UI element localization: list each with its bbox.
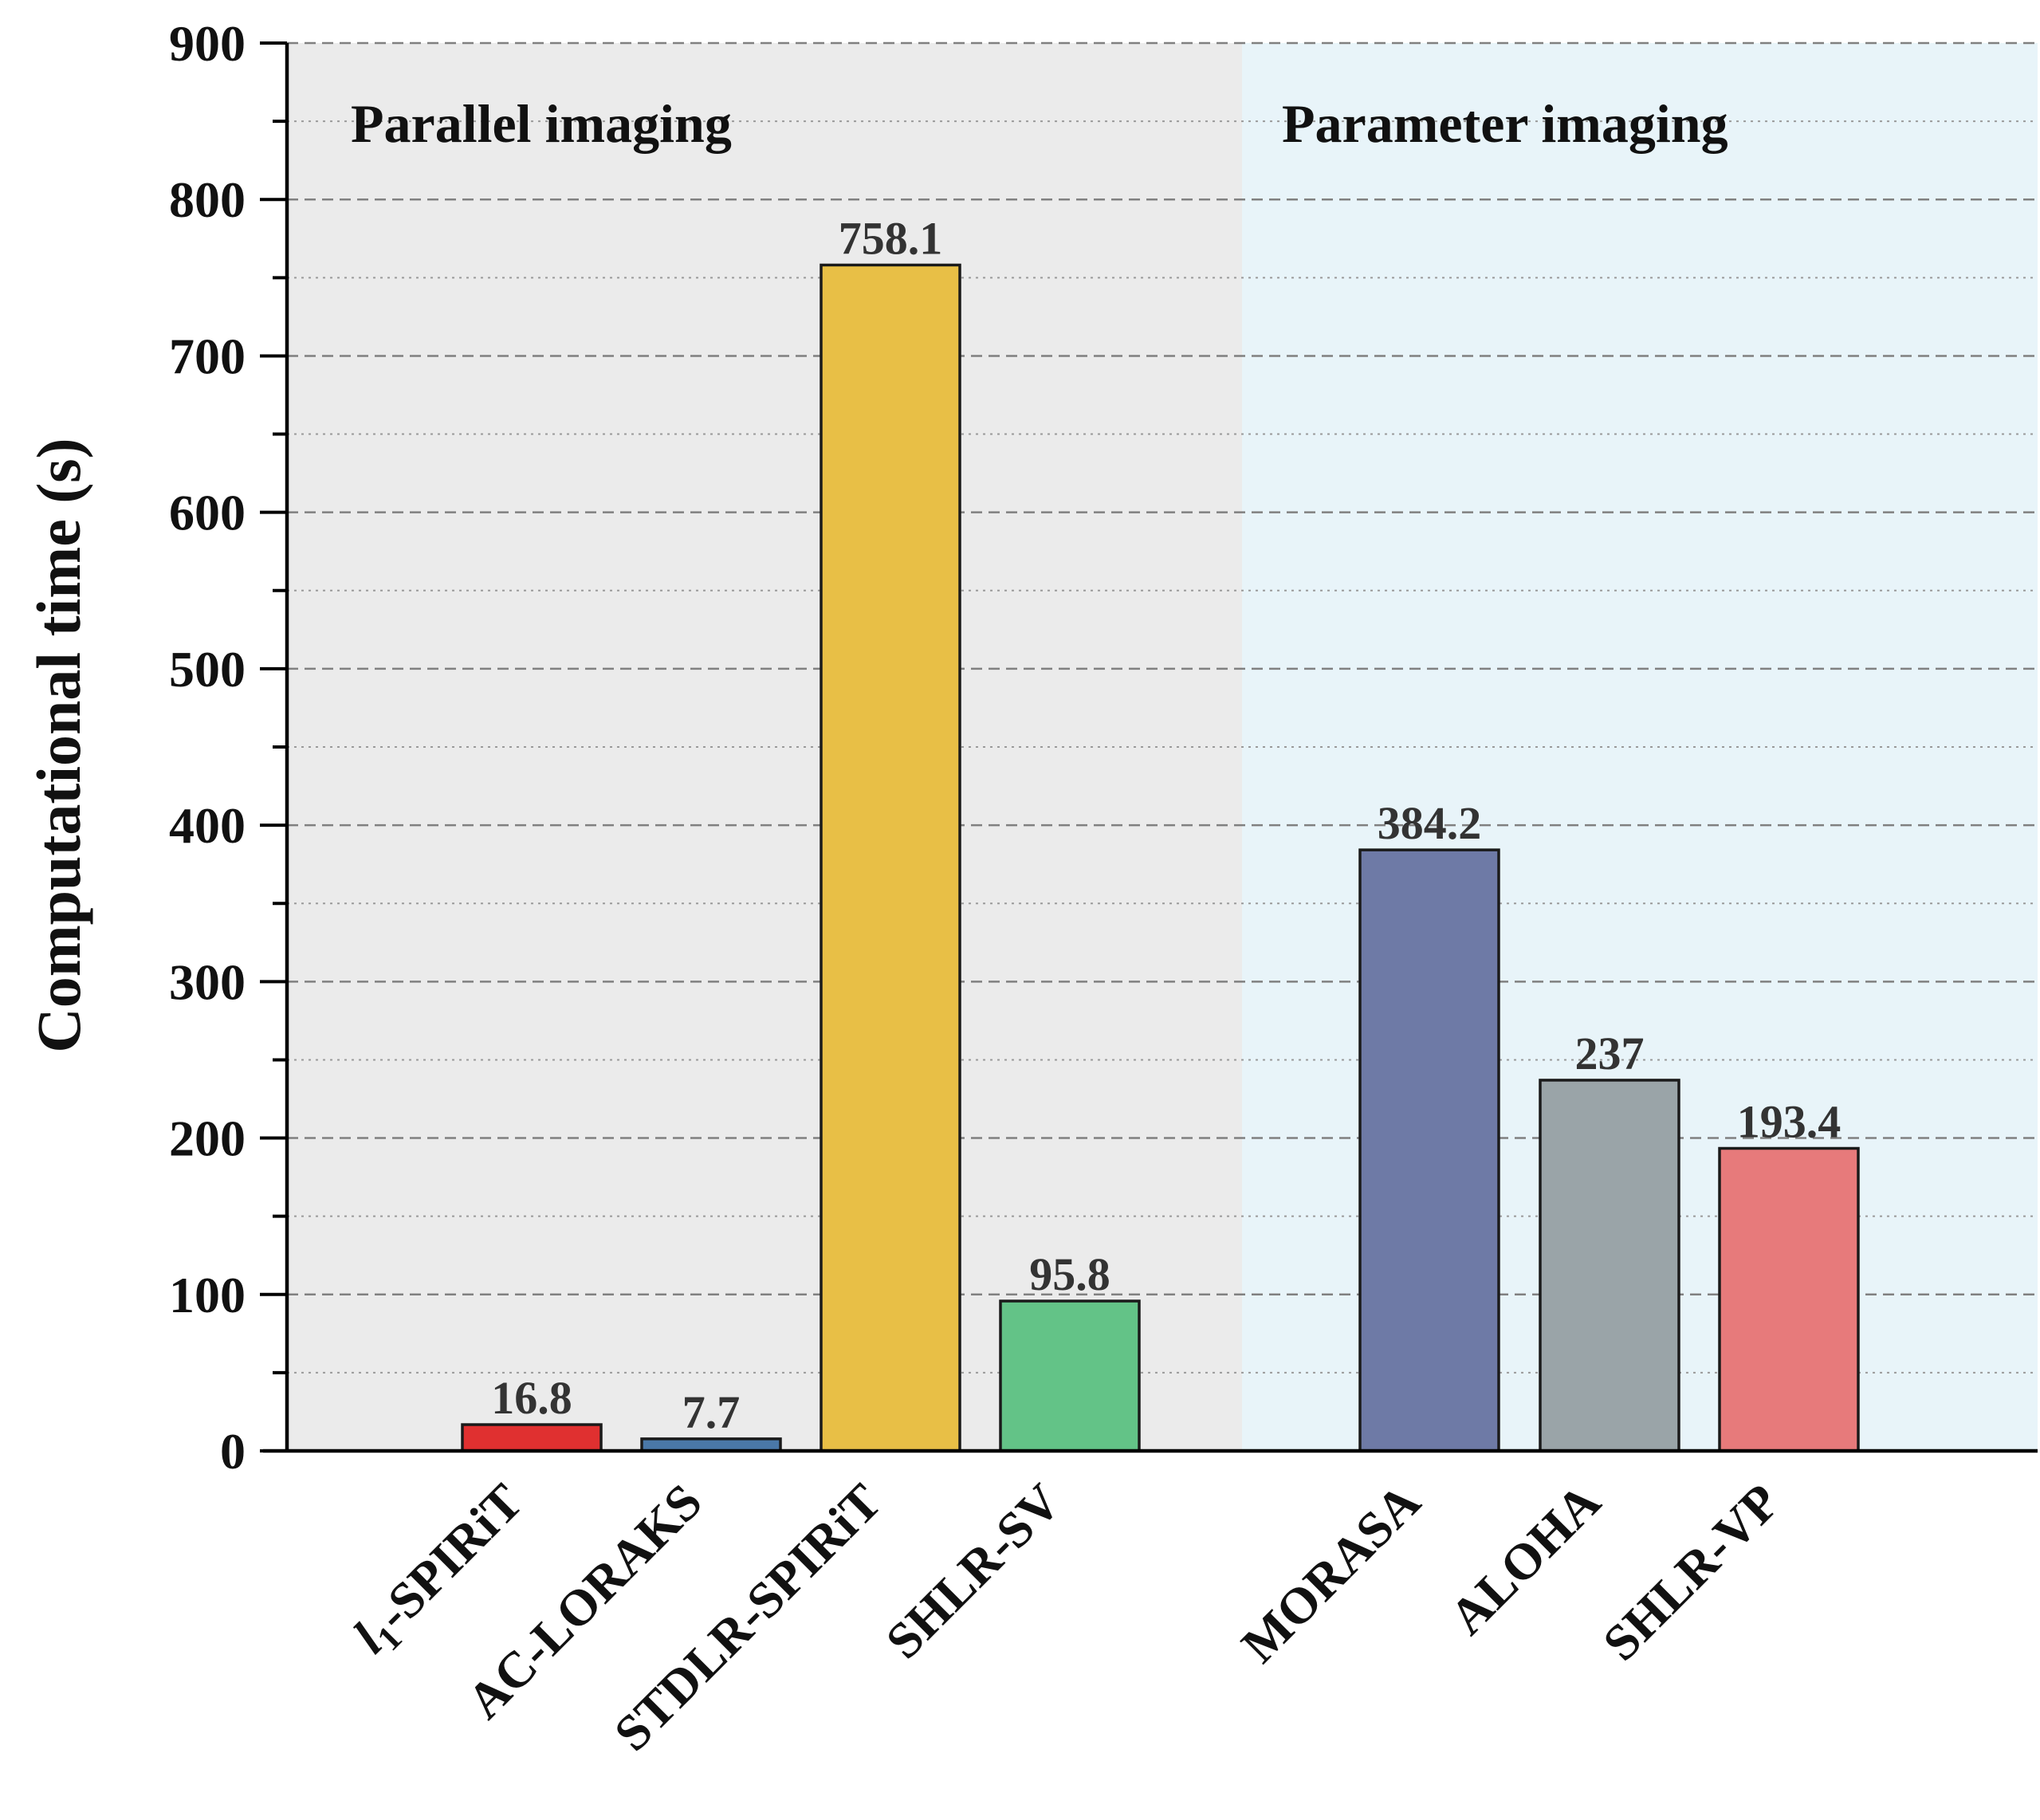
bar-shlr-vp — [1718, 1146, 1860, 1452]
bar-value-label: 16.8 — [491, 1372, 572, 1424]
bar-value-label: 7.7 — [682, 1386, 741, 1438]
bar-shlr-sv — [999, 1299, 1141, 1452]
bar-aloha — [1539, 1079, 1680, 1452]
bar-stdlr-spirit — [820, 263, 961, 1452]
y-tick-label: 200 — [169, 1110, 246, 1167]
region-label-parallel-imaging: Parallel imaging — [351, 93, 732, 154]
x-tick-label: SHLR-VP — [1592, 1473, 1790, 1672]
y-tick-label: 600 — [169, 485, 246, 541]
y-tick-label: 500 — [169, 641, 246, 698]
bar-value-label: 95.8 — [1029, 1248, 1110, 1300]
axes — [260, 41, 2038, 1453]
bar-value-label: 193.4 — [1737, 1096, 1842, 1148]
bar-ac-loraks — [640, 1437, 782, 1452]
gridlines — [287, 41, 2038, 1374]
bars — [461, 263, 1860, 1452]
y-tick-label: 900 — [169, 15, 246, 72]
x-tick-label: SHLR-SV — [875, 1473, 1071, 1669]
y-tick-label: 700 — [169, 328, 246, 384]
y-tick-label: 800 — [169, 171, 246, 228]
bar-value-label: 237 — [1575, 1028, 1645, 1079]
y-axis-label: Computational time (s) — [24, 438, 93, 1052]
x-tick-label: ALOHA — [1439, 1473, 1611, 1645]
bar-l1-spirit — [461, 1423, 603, 1452]
bar-value-label: 758.1 — [839, 212, 943, 264]
x-tick-label: MORASA — [1231, 1473, 1431, 1673]
bar-morasa — [1358, 848, 1500, 1452]
y-tick-label: 0 — [220, 1423, 246, 1480]
y-tick-label: 400 — [169, 797, 246, 854]
y-tick-label: 300 — [169, 953, 246, 1010]
region-label-parameter-imaging: Parameter imaging — [1282, 93, 1728, 154]
y-tick-label: 100 — [169, 1267, 246, 1323]
bar-value-label: 384.2 — [1378, 797, 1482, 849]
